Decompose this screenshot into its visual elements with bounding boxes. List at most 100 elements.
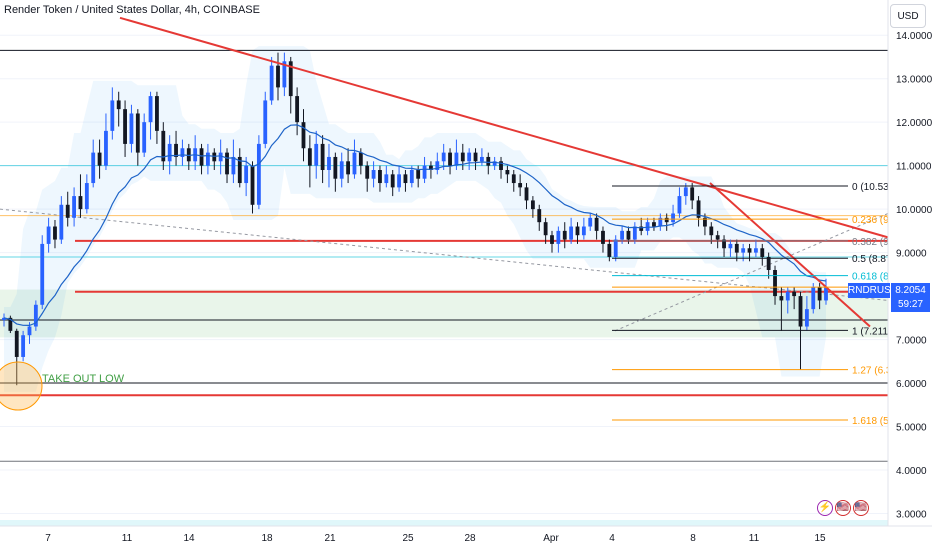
candle-body <box>811 287 816 310</box>
candle-body <box>2 317 6 320</box>
lightning-icon[interactable]: ⚡ <box>817 500 833 516</box>
candle-body <box>632 226 637 240</box>
candle-body <box>295 96 300 123</box>
demand-zone <box>0 289 888 338</box>
candle-body <box>486 156 491 166</box>
candle-body <box>205 152 210 166</box>
candle-body <box>346 161 351 175</box>
price-tick-label: 4.0000 <box>896 466 927 477</box>
time-tick-label: Apr <box>543 533 559 544</box>
candle-body <box>397 174 401 188</box>
candle-body <box>785 291 790 301</box>
price-tick-label: 5.0000 <box>896 423 927 434</box>
candle-body <box>110 100 115 131</box>
price-tick-label: 14.0000 <box>896 31 932 42</box>
candle-body <box>365 165 370 179</box>
time-tick-label: 14 <box>183 533 195 544</box>
take-out-low-circle <box>0 361 43 411</box>
trend-lines[interactable] <box>119 16 889 328</box>
candle-body <box>244 165 249 184</box>
candle-body <box>65 204 70 218</box>
price-tick-label: 9.0000 <box>896 249 927 260</box>
candle-body <box>97 152 102 166</box>
candle-body <box>333 156 338 179</box>
candle-body <box>658 217 663 227</box>
zones <box>0 46 888 526</box>
fib-level-label: 0.618 (8.4 <box>852 272 897 283</box>
time-axis[interactable]: 7 11 14 18 21 25 28 Apr 4 8 11 15 <box>0 525 932 550</box>
candle-body <box>307 148 312 166</box>
us-flag-event-icon[interactable]: 🇺🇸 <box>853 500 869 516</box>
steep-downtrend-line <box>709 182 871 328</box>
candle-body <box>212 152 217 162</box>
price-axis-background <box>888 0 932 550</box>
candle-body <box>479 156 484 162</box>
time-tick-label: 11 <box>749 533 760 544</box>
candle-body <box>14 330 19 357</box>
currency-button[interactable]: USD <box>890 4 926 28</box>
fib-level-label: 0.5 (8.871 <box>852 254 897 265</box>
candle-body <box>722 239 726 249</box>
candle-body <box>473 152 478 162</box>
candle-body <box>174 143 178 157</box>
candle-body <box>766 256 771 270</box>
candle-body <box>288 61 293 97</box>
time-tick-label: 18 <box>261 533 273 544</box>
candle-body <box>129 113 134 144</box>
candle-body <box>422 165 427 179</box>
candle-body <box>390 174 395 188</box>
candle-body <box>142 122 147 153</box>
candle-body <box>352 152 357 175</box>
candle-body <box>225 152 229 175</box>
candle-body <box>518 183 523 188</box>
candle-body <box>314 143 319 166</box>
candle-body <box>709 226 714 236</box>
candle-body <box>537 209 542 223</box>
candle-body <box>741 248 746 253</box>
fib-level-label: 0 (10.5314 <box>852 182 900 193</box>
candle-body <box>664 217 669 223</box>
time-tick-label: 25 <box>402 533 414 544</box>
annotations: TAKE OUT LOW <box>0 361 125 411</box>
candle-body <box>276 65 280 88</box>
candle-body <box>460 152 465 162</box>
candle-body <box>180 148 185 157</box>
price-tick-label: 11.0000 <box>896 162 932 173</box>
moving-average-line <box>3 124 827 327</box>
candle-body <box>339 161 344 179</box>
candle-body <box>409 170 414 184</box>
candle-body <box>715 235 720 240</box>
time-tick-label: 11 <box>122 533 133 544</box>
candle-body <box>435 161 440 170</box>
time-tick-label: 28 <box>464 533 476 544</box>
candle-body <box>639 226 644 231</box>
current-price-badge: 8.2054 59:27 <box>891 283 930 312</box>
candle-body <box>155 96 159 131</box>
candle-body <box>734 243 739 253</box>
moving-average <box>3 124 827 327</box>
candle-body <box>550 235 554 244</box>
candle-body <box>91 152 96 184</box>
candle-body <box>690 187 695 201</box>
candle-body <box>27 326 32 336</box>
candle-body <box>84 183 89 210</box>
candle-body <box>441 152 446 162</box>
candle-body <box>104 130 108 166</box>
candle-body <box>594 217 599 231</box>
candle-body <box>817 287 822 301</box>
us-flag-event-icon[interactable]: 🇺🇸 <box>835 500 851 516</box>
candle-body <box>505 170 510 175</box>
candle-body <box>167 143 172 162</box>
price-axis[interactable]: 14.0000 13.0000 12.0000 11.0000 10.0000 9.000… <box>887 0 932 550</box>
candle-body <box>40 243 45 305</box>
candle-body <box>467 152 472 162</box>
candle-body <box>562 230 567 240</box>
candle-body <box>161 130 166 162</box>
candle-body <box>454 152 459 166</box>
candle-body <box>21 335 26 357</box>
price-tick-label: 6.0000 <box>896 379 927 390</box>
candle-body <box>384 174 389 184</box>
bottom-zone <box>0 520 888 526</box>
